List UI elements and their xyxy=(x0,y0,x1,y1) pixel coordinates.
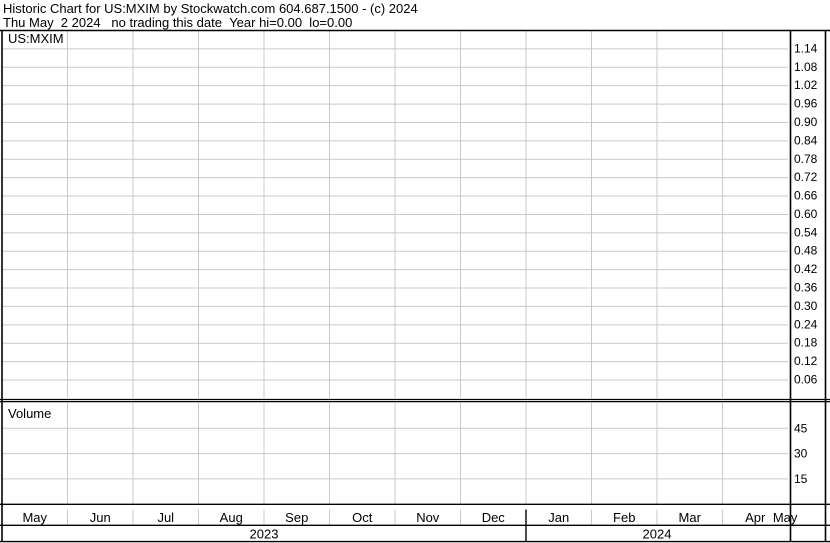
svg-text:15: 15 xyxy=(794,472,808,486)
svg-text:0.90: 0.90 xyxy=(794,115,818,129)
svg-text:Nov: Nov xyxy=(416,510,440,525)
svg-text:Jul: Jul xyxy=(157,510,174,525)
svg-text:45: 45 xyxy=(794,421,808,435)
svg-text:0.66: 0.66 xyxy=(794,189,818,203)
svg-text:1.14: 1.14 xyxy=(794,41,818,55)
svg-text:US:MXIM: US:MXIM xyxy=(8,31,64,46)
svg-text:Dec: Dec xyxy=(482,510,506,525)
svg-text:0.96: 0.96 xyxy=(794,97,818,111)
svg-text:0.24: 0.24 xyxy=(794,317,818,331)
svg-text:Apr: Apr xyxy=(745,510,766,525)
svg-text:0.18: 0.18 xyxy=(794,336,818,350)
svg-text:May: May xyxy=(22,510,47,525)
svg-text:Thu May 2 2024 no trading t: Thu May 2 2024 no trading this date Year… xyxy=(3,15,352,30)
svg-text:0.06: 0.06 xyxy=(794,373,818,387)
svg-text:Jun: Jun xyxy=(90,510,111,525)
svg-text:Aug: Aug xyxy=(220,510,243,525)
svg-text:Volume: Volume xyxy=(8,406,51,421)
svg-text:Sep: Sep xyxy=(285,510,308,525)
svg-text:Mar: Mar xyxy=(679,510,702,525)
svg-text:0.84: 0.84 xyxy=(794,133,818,147)
svg-text:0.36: 0.36 xyxy=(794,281,818,295)
svg-text:2024: 2024 xyxy=(643,527,672,542)
svg-text:0.12: 0.12 xyxy=(794,354,818,368)
svg-text:0.72: 0.72 xyxy=(794,170,818,184)
svg-text:0.54: 0.54 xyxy=(794,225,818,239)
svg-text:0.78: 0.78 xyxy=(794,152,818,166)
svg-text:Feb: Feb xyxy=(613,510,635,525)
svg-text:0.48: 0.48 xyxy=(794,244,818,258)
svg-text:1.08: 1.08 xyxy=(794,60,818,74)
svg-text:0.60: 0.60 xyxy=(794,207,818,221)
svg-text:May: May xyxy=(773,510,798,525)
svg-text:2023: 2023 xyxy=(250,527,279,542)
svg-text:Oct: Oct xyxy=(352,510,373,525)
svg-text:0.30: 0.30 xyxy=(794,299,818,313)
svg-text:Historic Chart for US:MXIM by: Historic Chart for US:MXIM by Stockwatch… xyxy=(3,1,418,16)
svg-text:0.42: 0.42 xyxy=(794,262,818,276)
svg-text:30: 30 xyxy=(794,447,808,461)
svg-text:1.02: 1.02 xyxy=(794,78,818,92)
svg-text:Jan: Jan xyxy=(548,510,569,525)
